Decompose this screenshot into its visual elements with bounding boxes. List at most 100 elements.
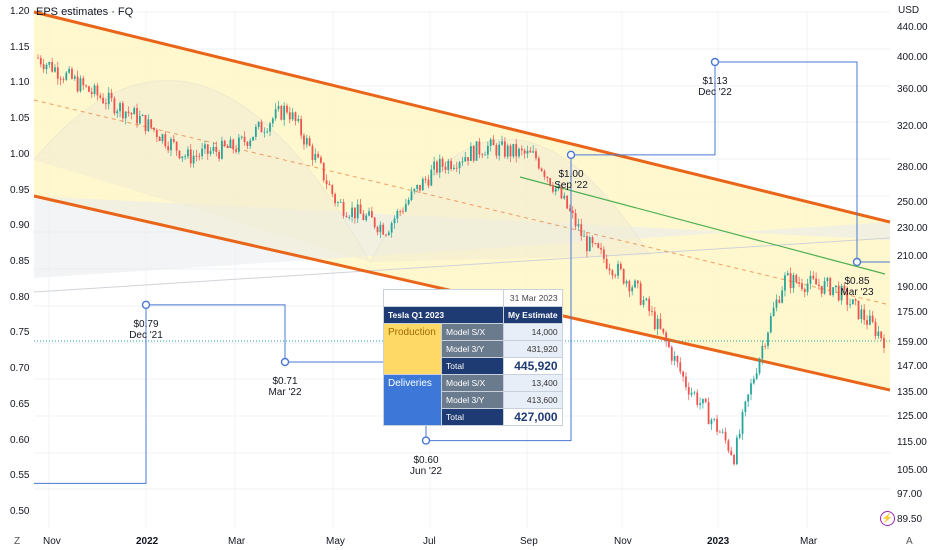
candle-body xyxy=(843,285,846,290)
candle-body xyxy=(571,210,574,214)
candle-body xyxy=(682,371,685,377)
candle-body xyxy=(478,141,481,155)
candle-body xyxy=(506,145,509,157)
candle-body xyxy=(716,418,718,432)
candle-body xyxy=(229,139,232,149)
candle-body xyxy=(218,151,220,159)
candle-body xyxy=(379,224,382,233)
candle-body xyxy=(761,345,764,359)
candle-body xyxy=(470,146,472,161)
candle-body xyxy=(68,68,71,73)
candle-body xyxy=(829,278,832,296)
auto-scale-button[interactable]: A xyxy=(906,536,913,547)
candle-body xyxy=(696,392,699,405)
right-axis-tick: 175.00 xyxy=(897,306,928,318)
table-total-label: Total xyxy=(441,357,504,375)
right-axis-tick: 360.00 xyxy=(897,84,928,96)
candle-body xyxy=(252,136,254,141)
candle-body xyxy=(317,153,320,158)
candle-body xyxy=(110,92,113,99)
candle-body xyxy=(639,283,642,305)
candle-body xyxy=(416,184,419,189)
candle-body xyxy=(76,76,79,92)
candle-body xyxy=(552,185,554,192)
candle-body xyxy=(204,144,206,149)
candle-body xyxy=(226,145,229,149)
candle-body xyxy=(600,247,602,250)
lightning-icon[interactable]: ⚡ xyxy=(880,511,895,526)
eps-period: Mar '22 xyxy=(268,387,302,398)
candle-body xyxy=(399,210,402,212)
candle-body xyxy=(498,144,501,156)
candle-body xyxy=(133,108,136,115)
eps-period: Mar '23 xyxy=(840,287,874,298)
candle-body xyxy=(750,383,752,395)
candle-body xyxy=(407,199,410,205)
candle-body xyxy=(263,131,266,133)
candle-body xyxy=(331,185,334,195)
candle-body xyxy=(297,118,300,121)
candle-body xyxy=(605,258,608,269)
candle-body xyxy=(322,162,325,181)
table-total-label: Total xyxy=(441,408,504,426)
left-axis-tick: 1.00 xyxy=(10,148,30,160)
candle-body xyxy=(786,273,789,276)
left-axis-tick: 0.95 xyxy=(10,184,30,196)
candle-body xyxy=(353,207,356,219)
delivery-estimate-table: 31 Mar 2023 Tesla Q1 2023 My Estimate Pr… xyxy=(383,289,563,426)
timezone-button[interactable]: Z xyxy=(14,536,21,547)
candle-body xyxy=(588,237,591,252)
candle-body xyxy=(532,151,535,153)
left-axis-tick: 1.10 xyxy=(10,77,30,89)
candle-body xyxy=(651,311,653,312)
left-axis-tick: 0.60 xyxy=(10,434,30,446)
candle-body xyxy=(854,299,857,301)
candle-body xyxy=(88,86,90,92)
deliveries-label: Deliveries xyxy=(383,374,442,426)
time-axis-tick: Sep xyxy=(520,536,538,547)
right-axis-tick: 125.00 xyxy=(897,410,928,422)
candle-body xyxy=(744,401,747,413)
candle-body xyxy=(874,321,877,337)
table-value: 431,920 xyxy=(503,340,563,358)
candle-body xyxy=(314,153,317,160)
candle-body xyxy=(755,373,758,379)
candle-body xyxy=(741,412,744,434)
candle-body xyxy=(209,151,212,154)
candle-body xyxy=(764,345,767,347)
candle-body xyxy=(489,139,492,146)
candle-body xyxy=(645,298,648,301)
candle-body xyxy=(42,64,45,70)
candle-body xyxy=(291,112,294,120)
eps-value: $0.79 xyxy=(133,318,159,330)
candle-body xyxy=(201,148,204,157)
table-title: Tesla Q1 2023 xyxy=(383,306,504,324)
candle-body xyxy=(877,331,880,337)
candle-body xyxy=(436,161,438,173)
candle-body xyxy=(167,146,170,151)
candle-body xyxy=(798,282,801,284)
candle-body xyxy=(455,167,458,169)
candle-body xyxy=(594,243,597,245)
channel-upper xyxy=(33,10,891,224)
candle-body xyxy=(124,111,127,119)
candle-body xyxy=(665,332,668,342)
candle-body xyxy=(574,213,577,227)
time-axis-tick: Mar xyxy=(800,536,818,547)
candle-body xyxy=(161,134,164,142)
candle-body xyxy=(155,130,158,138)
candle-body xyxy=(48,61,51,65)
candle-body xyxy=(523,150,526,154)
candle-body xyxy=(679,362,682,372)
candle-body xyxy=(792,275,795,289)
candle-body xyxy=(237,137,240,152)
candle-body xyxy=(690,392,693,395)
candle-body xyxy=(232,139,235,150)
candle-body xyxy=(136,108,138,124)
candle-body xyxy=(781,290,784,303)
candle-body xyxy=(348,216,351,218)
candle-body xyxy=(738,433,741,438)
candle-body xyxy=(713,418,716,420)
candle-body xyxy=(450,160,452,169)
